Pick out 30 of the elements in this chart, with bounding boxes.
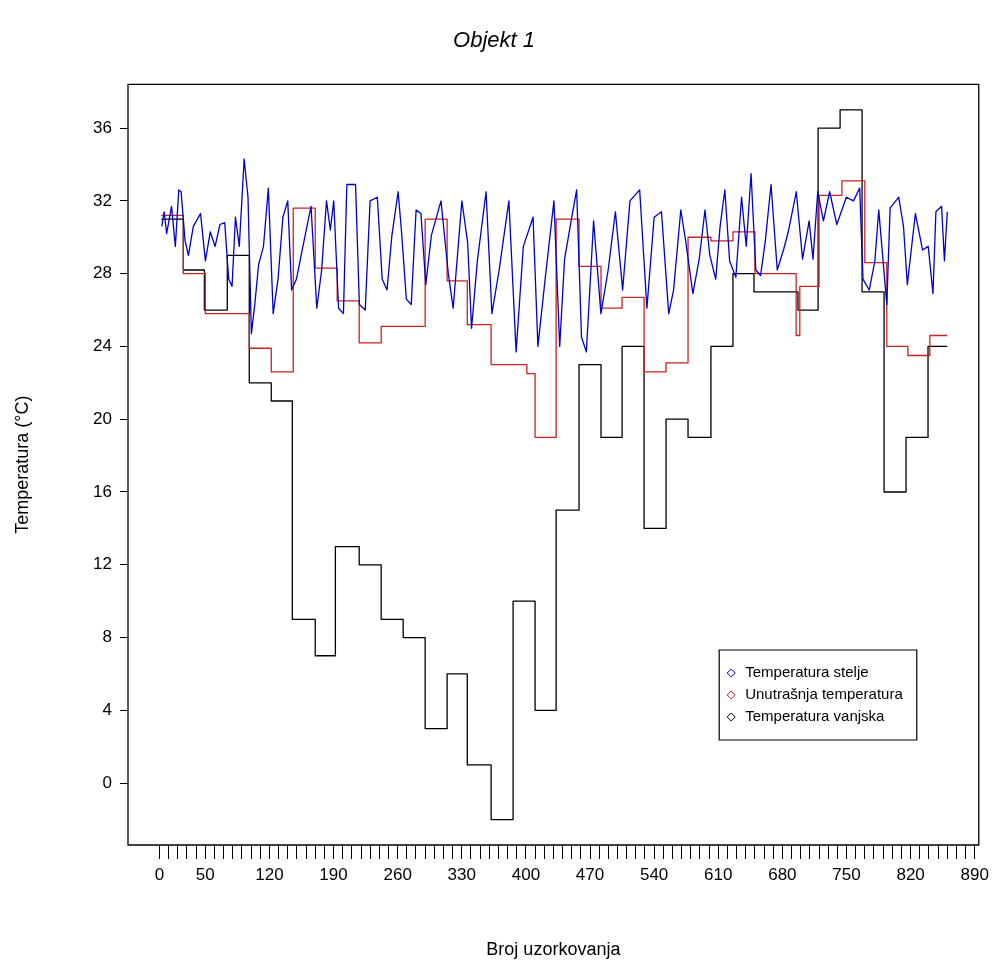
x-axis-title: Broj uzorkovanja bbox=[486, 939, 622, 960]
x-tick-label: 0 bbox=[154, 864, 165, 884]
y-tick-label: 4 bbox=[102, 700, 112, 720]
x-tick-label: 610 bbox=[704, 864, 733, 884]
x-tick-label: 820 bbox=[896, 864, 925, 884]
y-tick-label: 8 bbox=[102, 627, 112, 647]
chart-title: Objekt 1 bbox=[453, 27, 535, 53]
y-tick-label: 36 bbox=[93, 117, 112, 137]
x-tick-label: 540 bbox=[639, 864, 669, 884]
x-tick-label: 330 bbox=[447, 864, 476, 884]
x-tick-label: 890 bbox=[960, 864, 989, 884]
legend-label: Temperatura stelje bbox=[745, 663, 869, 681]
x-tick-label: 400 bbox=[511, 864, 541, 884]
y-tick-label: 32 bbox=[93, 190, 112, 210]
y-tick-label: 12 bbox=[93, 554, 112, 574]
y-tick-label: 0 bbox=[102, 772, 112, 792]
y-tick-label: 28 bbox=[93, 263, 112, 283]
legend-label: Temperatura vanjska bbox=[745, 707, 886, 725]
x-tick-label: 120 bbox=[255, 864, 284, 884]
y-tick-label: 20 bbox=[93, 408, 112, 428]
x-tick-label: 750 bbox=[832, 864, 861, 884]
x-tick-label: 260 bbox=[383, 864, 412, 884]
y-tick-label: 24 bbox=[93, 336, 112, 356]
y-tick-label: 16 bbox=[93, 481, 112, 501]
legend-label: Unutrašnja temperatura bbox=[745, 685, 904, 703]
y-axis-title: Temperatura (°C) bbox=[11, 395, 32, 534]
x-tick-label: 190 bbox=[319, 864, 348, 884]
x-tick-label: 680 bbox=[768, 864, 797, 884]
x-tick-label: 50 bbox=[195, 864, 215, 884]
x-tick-label: 470 bbox=[575, 864, 605, 884]
